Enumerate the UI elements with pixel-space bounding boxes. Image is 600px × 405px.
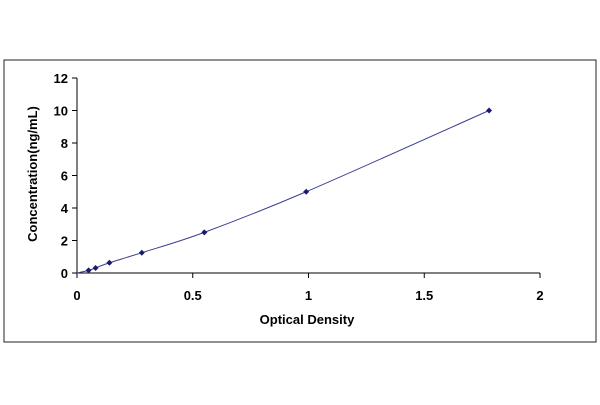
- data-point: [486, 107, 493, 114]
- data-point: [201, 229, 208, 236]
- x-tick-label: 1.5: [415, 288, 433, 303]
- y-axis-title: Concentration(ng/mL): [25, 106, 40, 242]
- x-tick-label: 2: [536, 288, 543, 303]
- y-tick-label: 12: [54, 71, 68, 86]
- data-point: [85, 267, 92, 274]
- y-tick-label: 6: [61, 169, 68, 184]
- data-point: [138, 249, 145, 256]
- y-tick-label: 2: [61, 234, 68, 249]
- y-tick-label: 4: [61, 201, 69, 216]
- chart-outer-border: [3, 59, 597, 343]
- y-tick-label: 0: [61, 266, 68, 281]
- y-tick-label: 10: [54, 104, 68, 119]
- data-point: [106, 259, 113, 266]
- x-axis-title: Optical Density: [260, 312, 355, 327]
- data-point: [92, 264, 99, 271]
- x-tick-label: 1: [305, 288, 312, 303]
- x-tick-label: 0: [73, 288, 80, 303]
- plot-area: 0 2 4 6 8 10 12 0 0.5 1 1.5 2: [54, 71, 544, 303]
- x-tick-label: 0.5: [184, 288, 202, 303]
- data-point: [303, 188, 310, 195]
- y-tick-label: 8: [61, 136, 68, 151]
